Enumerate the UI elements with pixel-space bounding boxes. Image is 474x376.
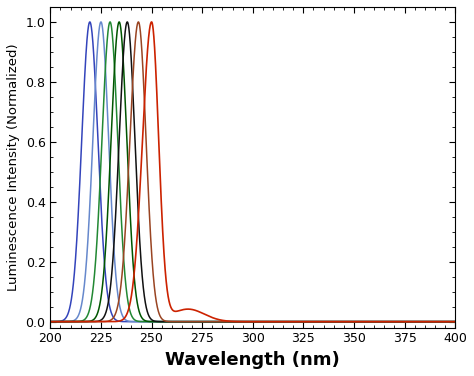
Y-axis label: Luminescence Intensity (Normalized): Luminescence Intensity (Normalized) [7,44,20,291]
X-axis label: Wavelength (nm): Wavelength (nm) [165,351,340,369]
